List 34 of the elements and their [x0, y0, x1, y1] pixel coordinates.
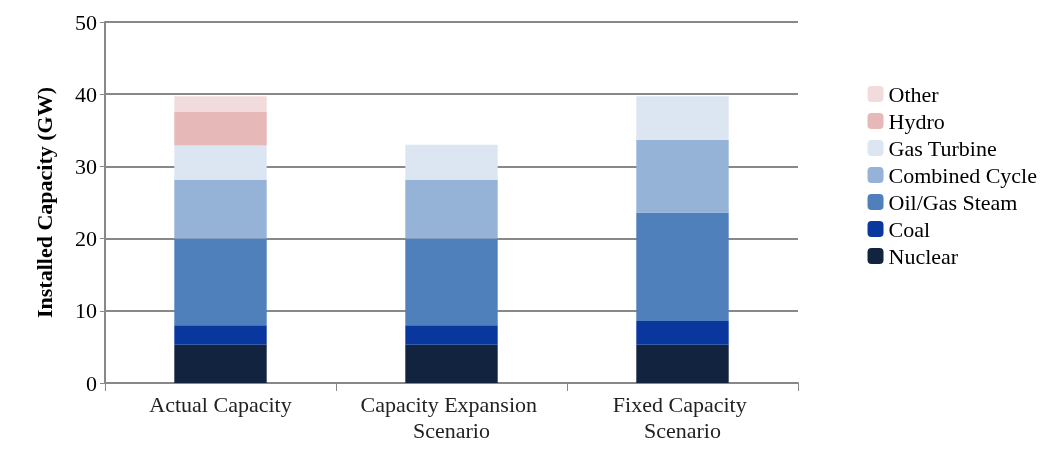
bar	[405, 144, 498, 181]
bar	[174, 344, 267, 383]
bar	[174, 96, 267, 112]
x-tick-label: Actual Capacity	[149, 391, 292, 417]
bar	[636, 139, 729, 213]
bar	[636, 320, 729, 345]
y-tick-label: 30	[75, 153, 97, 179]
bar	[174, 180, 267, 239]
bar	[405, 238, 498, 326]
legend-label: Coal	[888, 216, 931, 242]
legend-label: Oil/Gas Steam	[888, 189, 1018, 215]
bar	[405, 344, 498, 383]
bar	[636, 344, 729, 383]
y-tick-label: 0	[86, 370, 97, 396]
legend-label: Other	[888, 81, 940, 107]
bar	[174, 325, 267, 345]
bar	[174, 145, 267, 181]
y-tick-label: 40	[75, 81, 97, 107]
bar	[405, 180, 498, 239]
y-axis-title: Installed Capacity (GW)	[31, 87, 57, 318]
legend-label: Gas Turbine	[888, 135, 997, 161]
x-tick-label: Fixed Capacity Scenario	[612, 391, 753, 443]
y-tick-label: 50	[75, 9, 97, 35]
legend-label: Hydro	[888, 108, 945, 134]
y-tick-label: 10	[75, 298, 97, 324]
bar	[174, 238, 267, 326]
x-tick-label: Capacity Expansion Scenario	[360, 391, 543, 443]
bar	[174, 111, 267, 146]
legend-label: Combined Cycle	[888, 162, 1038, 188]
y-tick-label: 20	[75, 226, 97, 252]
bar	[636, 212, 729, 321]
bar	[636, 96, 729, 140]
bar	[405, 325, 498, 345]
legend-label: Nuclear	[888, 243, 959, 269]
